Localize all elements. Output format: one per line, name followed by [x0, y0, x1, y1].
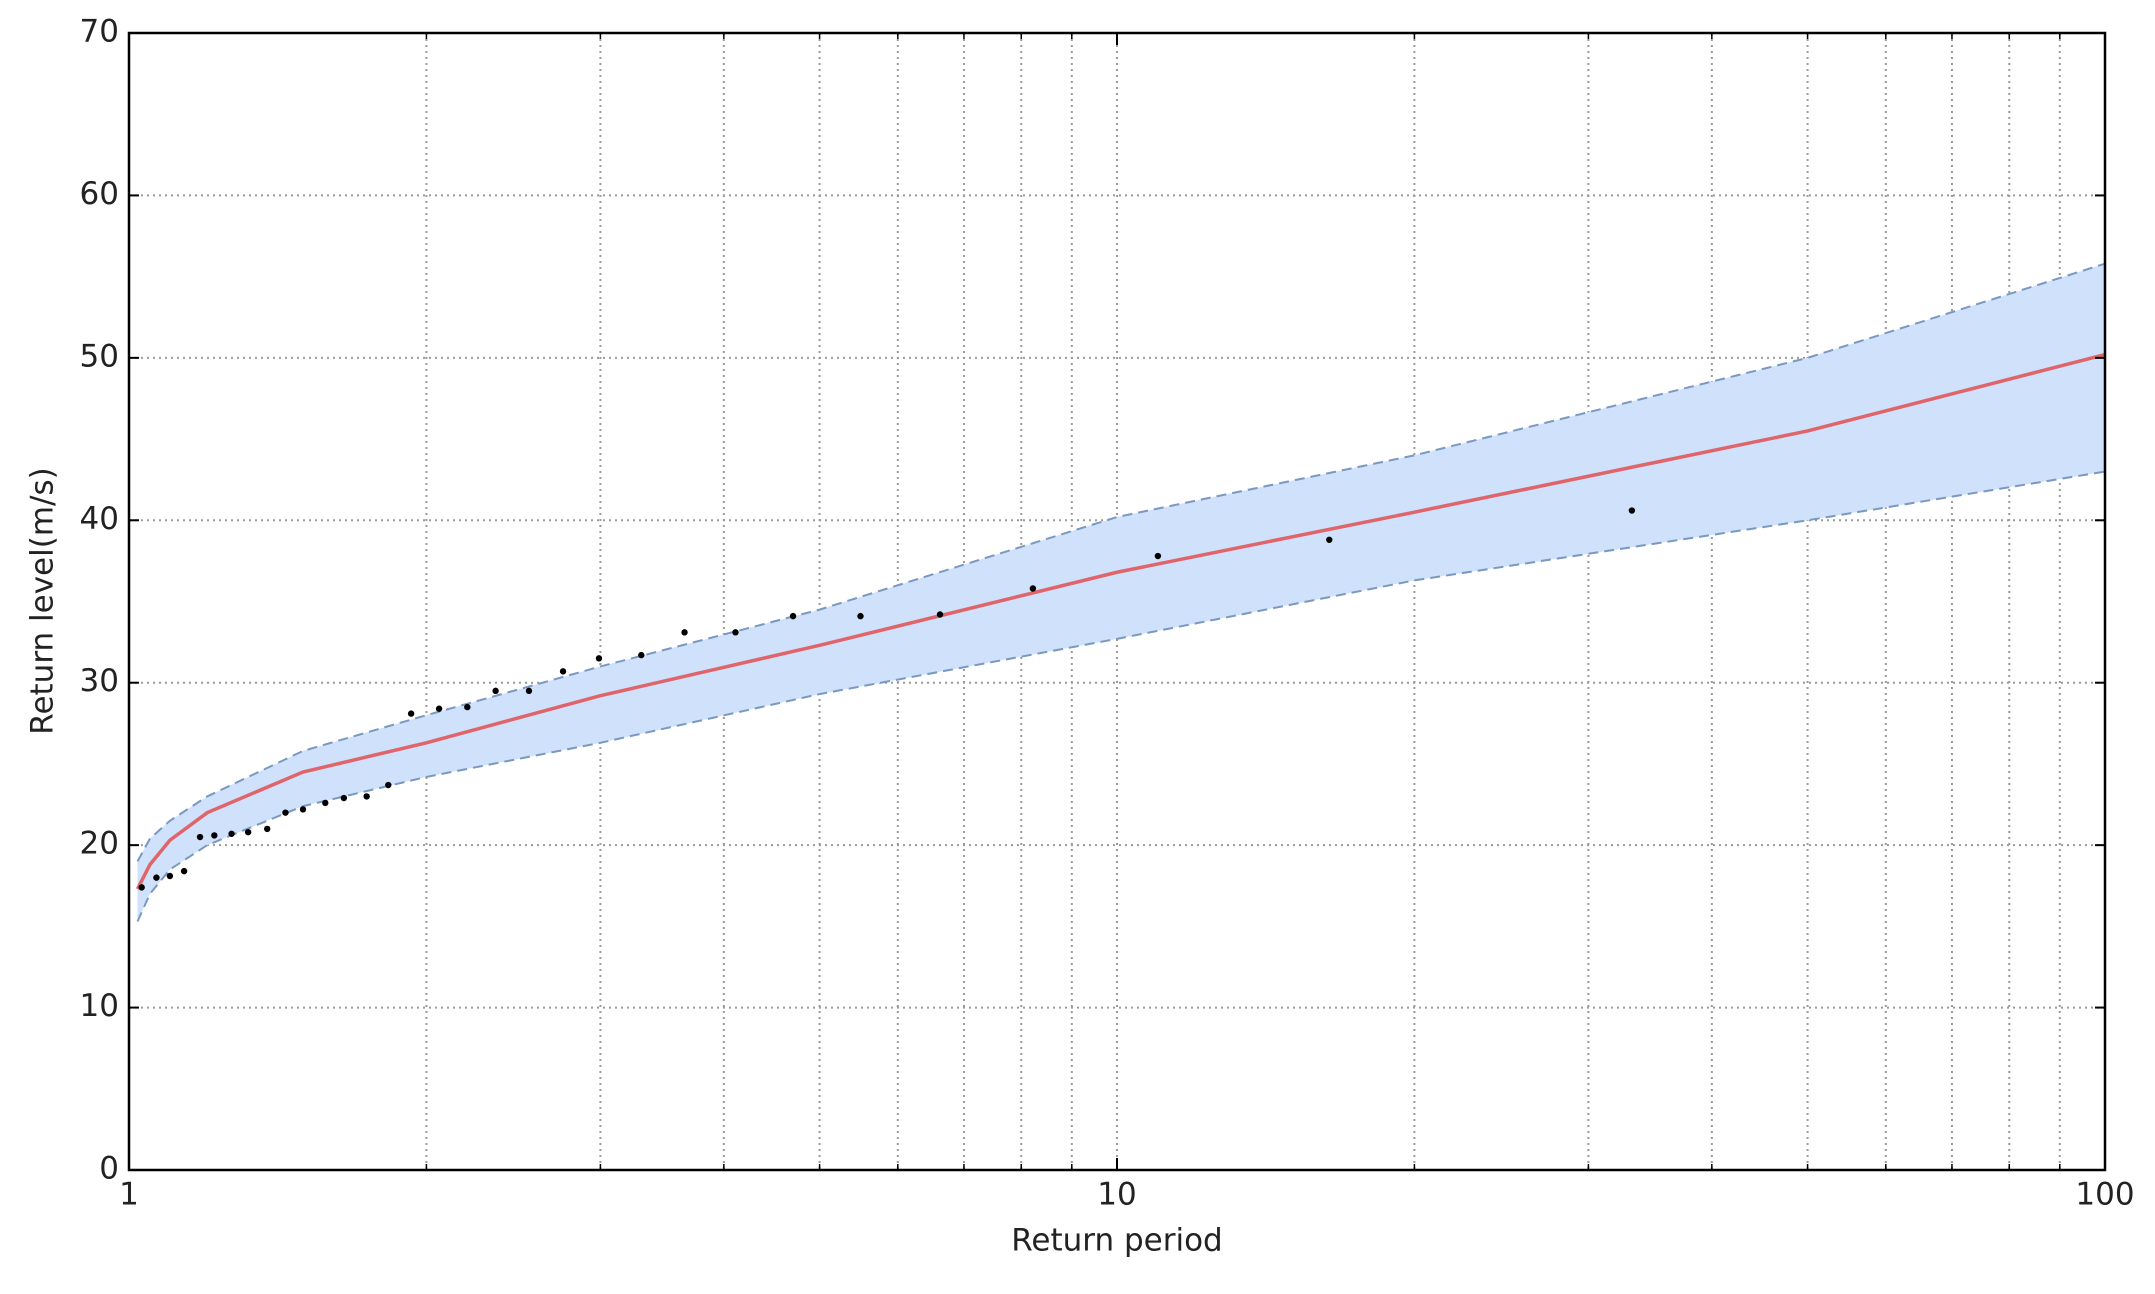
data-point	[936, 611, 944, 618]
data-point	[340, 794, 348, 802]
confidence-band	[137, 263, 2106, 922]
y-tick-label: 50	[80, 338, 119, 374]
data-point	[681, 629, 688, 636]
data-point	[385, 781, 392, 789]
fit-line	[135, 352, 2106, 890]
data-point	[322, 799, 329, 807]
data-point	[435, 705, 443, 712]
y-tick-label: 20	[80, 826, 119, 862]
data-point	[525, 687, 533, 695]
y-tick-label: 0	[99, 1151, 119, 1187]
data-point	[196, 833, 204, 841]
data-point	[1029, 585, 1037, 592]
data-point	[228, 830, 235, 837]
data-point	[732, 629, 739, 636]
y-tick-label: 60	[80, 176, 119, 212]
data-point	[166, 872, 174, 880]
data-point	[1326, 536, 1333, 543]
data-point	[211, 832, 218, 839]
data-point	[789, 612, 797, 620]
x-tick-label: 1	[119, 1177, 139, 1213]
y-tick-label: 10	[80, 988, 119, 1024]
data-point	[1628, 507, 1636, 514]
data-point	[153, 874, 160, 881]
data-point	[180, 867, 188, 875]
y-tick-label: 70	[80, 14, 119, 50]
data-point	[492, 687, 499, 695]
x-tick-label: 10	[1097, 1177, 1136, 1213]
data-point	[595, 655, 603, 662]
data-point	[1154, 552, 1162, 560]
data-point	[638, 651, 645, 659]
y-tick-label: 30	[80, 663, 119, 699]
x-axis-label: Return period	[1011, 1223, 1222, 1259]
data-point	[464, 703, 471, 711]
data-point	[264, 825, 271, 833]
band-upper-edge	[136, 262, 2106, 862]
data-point	[282, 809, 289, 816]
data-point	[559, 668, 567, 675]
data-point	[138, 884, 145, 891]
data-point	[857, 612, 864, 620]
data-point	[299, 806, 307, 813]
band-lower-edge	[136, 470, 2106, 922]
x-tick-label: 100	[2075, 1177, 2134, 1213]
y-axis-label: Return level(m/s)	[25, 467, 61, 734]
y-tick-label: 40	[80, 501, 119, 537]
data-point	[363, 793, 370, 800]
data-point	[244, 828, 252, 836]
data-point	[407, 710, 415, 717]
